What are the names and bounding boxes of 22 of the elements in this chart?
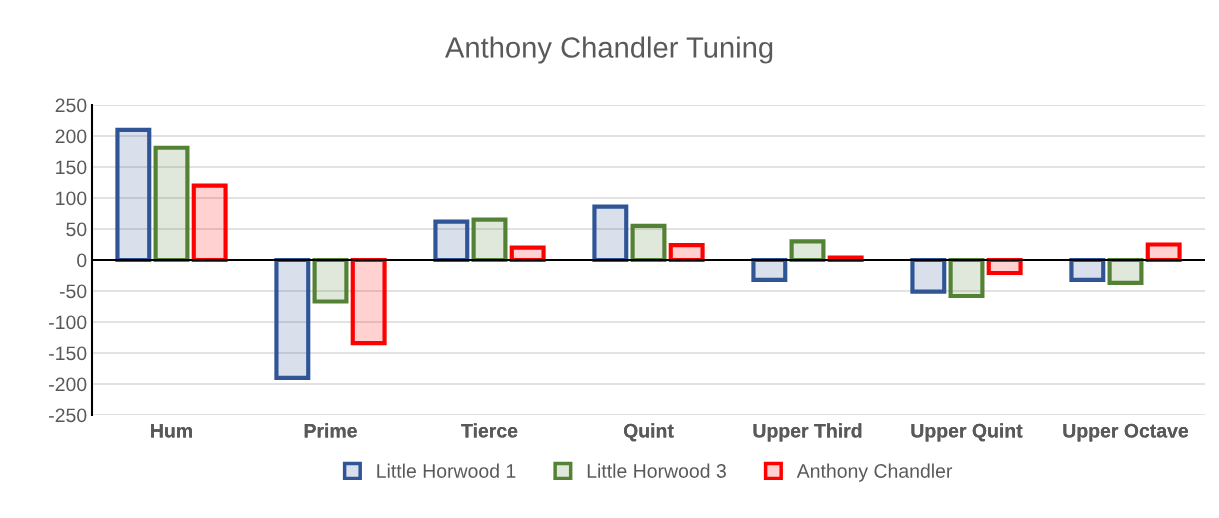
y-tick-label: -50	[59, 284, 87, 299]
y-tick-label: -250	[49, 408, 87, 423]
x-tick-label: Upper Quint	[911, 423, 1023, 442]
x-tick-label: Quint	[623, 423, 674, 442]
y-tick-label: 0	[77, 253, 87, 268]
y-tick-label: -150	[49, 346, 87, 361]
x-tick-label: Upper Third	[753, 423, 862, 442]
y-tick-label: 100	[56, 191, 87, 206]
legend-label: Anthony Chandler	[796, 463, 953, 482]
y-tick-label: -200	[49, 377, 87, 392]
x-tick-label: Hum	[151, 424, 192, 438]
y-tick-label: 200	[55, 129, 87, 144]
x-tick-label: Tierce	[461, 423, 518, 438]
legend-label: Little Horwood 3	[587, 463, 726, 478]
y-tick-label: 50	[66, 222, 87, 237]
x-tick-label: Prime	[304, 423, 357, 438]
y-tick-label: 150	[56, 160, 87, 175]
y-tick-label: 250	[55, 98, 87, 113]
x-tick-label: Upper Octave	[1063, 423, 1189, 442]
legend-label: Little Horwood 1	[377, 463, 516, 478]
chart-title: Anthony Chandler Tuning	[444, 36, 773, 64]
y-tick-label: -100	[49, 315, 87, 330]
